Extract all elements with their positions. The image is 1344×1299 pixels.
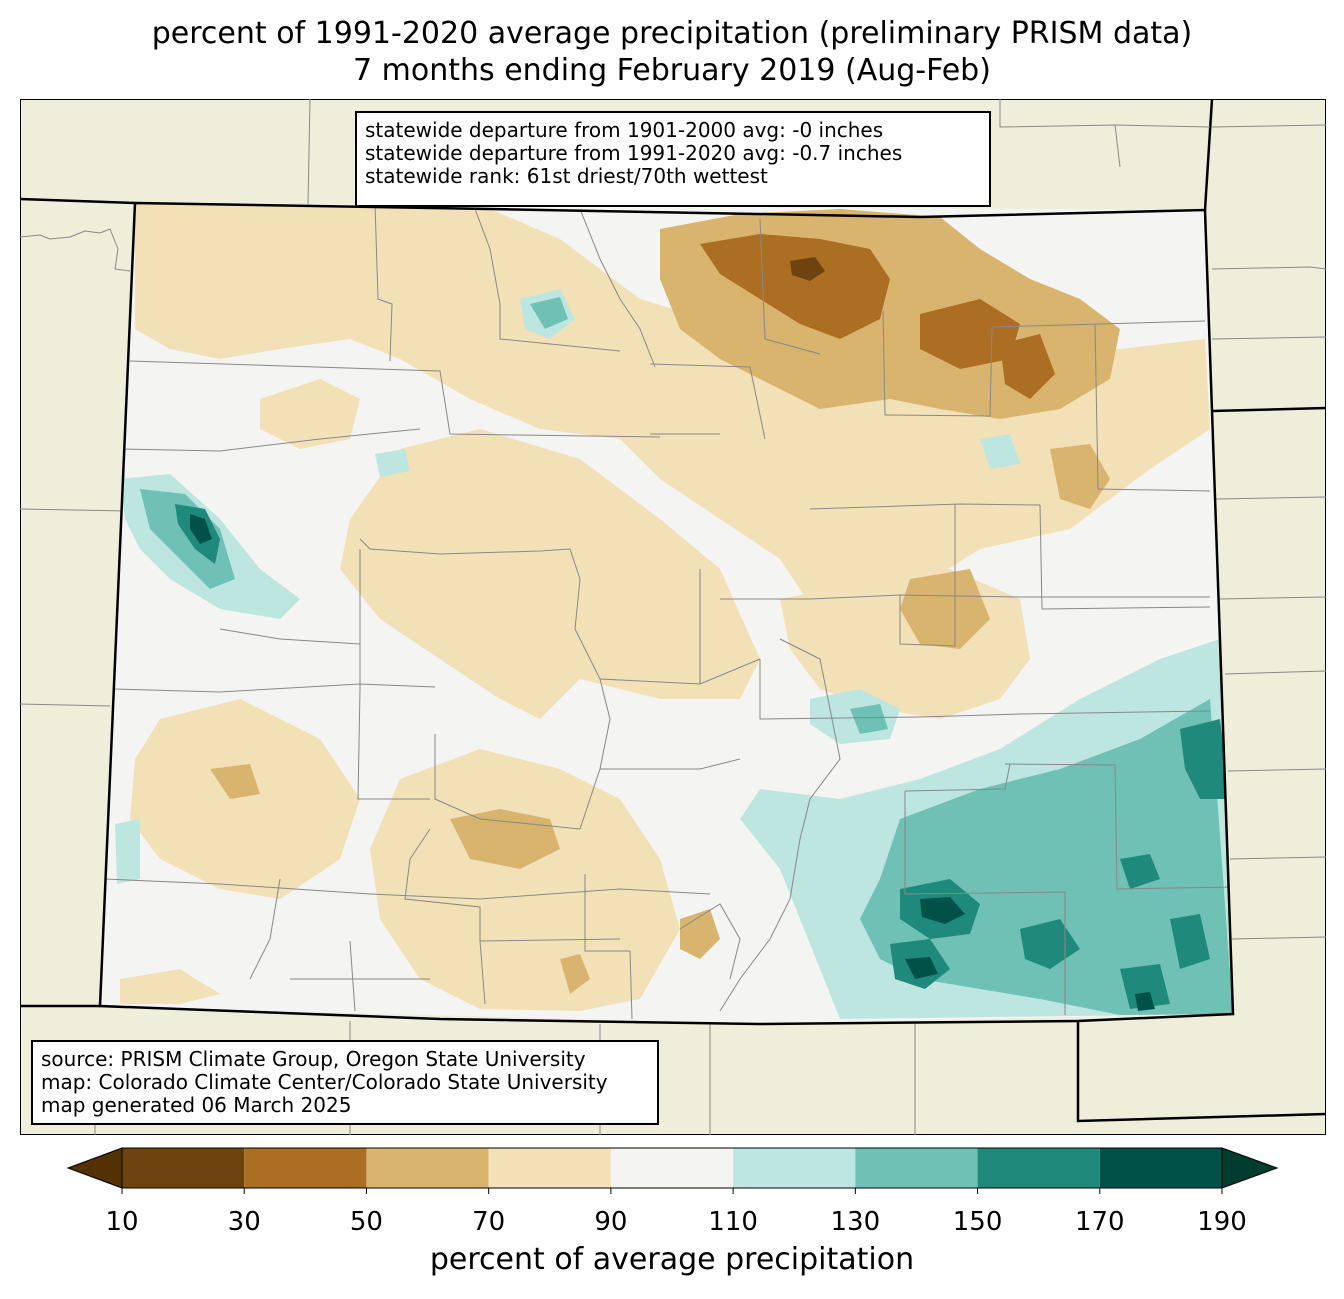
neighbor-state-borders (20, 99, 1326, 1123)
source-line3: map generated 06 March 2025 (41, 1093, 352, 1117)
source-line1: source: PRISM Climate Group, Oregon Stat… (41, 1047, 586, 1071)
stats-line3: statewide rank: 61st driest/70th wettest (365, 164, 768, 188)
colorbar-tick-label: 150 (953, 1207, 1003, 1237)
precip-fields (100, 203, 1233, 1024)
colorbar-frame (121, 1147, 1223, 1189)
colorbar-tick-label: 50 (350, 1207, 383, 1237)
colorbar-segment (366, 1148, 489, 1188)
map-title-line1: percent of 1991-2020 average precipitati… (151, 16, 1193, 51)
stats-line2: statewide departure from 1991-2020 avg: … (365, 141, 903, 165)
map-title-line2: 7 months ending February 2019 (Aug-Feb) (353, 53, 991, 88)
colorbar-tick-label: 90 (594, 1207, 627, 1237)
county-lines (104, 203, 1233, 1020)
colorbar-segment (733, 1148, 856, 1188)
colorbar: 10 30 50 70 90 110 130 150 170 190 (66, 1147, 1279, 1237)
colorbar-label: percent of average precipitation (429, 1242, 915, 1277)
colorbar-segment (122, 1148, 245, 1188)
colorbar-tick-label: 190 (1197, 1207, 1247, 1237)
source-line2: map: Colorado Climate Center/Colorado St… (41, 1070, 608, 1094)
colorbar-segment (1099, 1148, 1222, 1188)
colorbar-segment (855, 1148, 978, 1188)
source-box: source: PRISM Climate Group, Oregon Stat… (31, 1040, 659, 1125)
colorbar-segment (977, 1148, 1100, 1188)
colorado-border (98, 201, 1235, 1026)
colorbar-segment (244, 1148, 367, 1188)
colorbar-under-arrow (66, 1147, 123, 1189)
colorbar-over-arrow (1221, 1147, 1279, 1189)
statewide-stats-box: statewide departure from 1901-2000 avg: … (355, 111, 991, 207)
precipitation-map (20, 99, 1326, 1135)
colorbar-tick-label: 110 (708, 1207, 758, 1237)
colorbar-tick-label: 170 (1075, 1207, 1125, 1237)
colorbar-tick-label: 130 (831, 1207, 881, 1237)
colorbar-tick-label: 70 (472, 1207, 505, 1237)
colorbar-tick-label: 30 (228, 1207, 261, 1237)
colorbar-segment (488, 1148, 611, 1188)
stats-line1: statewide departure from 1901-2000 avg: … (365, 118, 884, 142)
colorbar-segment (610, 1148, 734, 1188)
colorbar-tick-label: 10 (105, 1207, 138, 1237)
